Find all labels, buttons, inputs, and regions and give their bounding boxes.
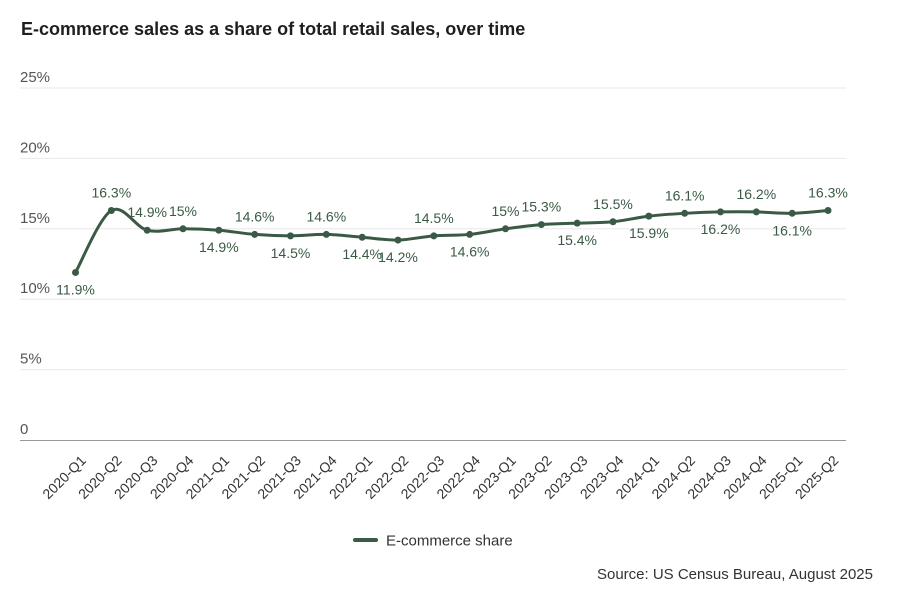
data-label: 14.9% [199, 239, 239, 255]
data-point [609, 218, 617, 226]
y-tick-label: 5% [20, 351, 42, 368]
data-point [681, 209, 689, 217]
data-label: 14.6% [450, 243, 490, 259]
data-point [645, 212, 653, 220]
data-point [72, 268, 79, 276]
data-label: 16.3% [91, 184, 131, 200]
data-point [573, 219, 581, 227]
data-label: 15.4% [557, 232, 597, 248]
data-label: 16.1% [772, 222, 812, 238]
data-point [466, 230, 474, 238]
data-point [824, 206, 832, 214]
data-point [179, 225, 187, 233]
data-label: 16.2% [701, 221, 741, 237]
data-label: 16.1% [665, 187, 705, 203]
data-label: 15% [491, 203, 519, 219]
data-label: 14.9% [127, 204, 167, 220]
data-point [717, 208, 724, 216]
y-tick-label: 15% [20, 210, 50, 227]
x-axis: 2020-Q12020-Q22020-Q32020-Q42021-Q12021-… [20, 440, 846, 502]
data-label: 15.5% [593, 196, 633, 212]
data-point [322, 230, 330, 238]
y-tick-label: 10% [20, 280, 50, 297]
chart-title: E-commerce sales as a share of total ret… [21, 19, 526, 39]
y-tick-label: 0 [20, 421, 28, 438]
data-point [537, 221, 545, 229]
data-label: 15% [169, 203, 197, 219]
data-point [394, 236, 402, 244]
data-point [287, 232, 294, 240]
data-label: 15.3% [521, 199, 561, 215]
data-label: 14.2% [378, 249, 418, 265]
data-label: 14.5% [414, 210, 454, 226]
legend: E-commerce share [353, 533, 513, 550]
source-note: Source: US Census Bureau, August 2025 [596, 566, 873, 583]
data-label: 14.6% [235, 208, 275, 224]
y-axis: 0 5% 10% 15% 20% 25% [20, 69, 50, 438]
data-label: 11.9% [56, 281, 95, 297]
data-label: 14.5% [271, 245, 311, 261]
data-label: 14.6% [306, 208, 346, 224]
data-point [107, 206, 115, 214]
data-label: 15.9% [629, 225, 669, 241]
y-tick-label: 20% [20, 139, 50, 156]
data-point [788, 209, 796, 217]
data-point [752, 208, 760, 216]
data-label: 14.4% [342, 246, 382, 262]
data-point [430, 232, 438, 240]
data-label: 16.2% [736, 186, 776, 202]
gridlines [20, 87, 846, 371]
data-point [215, 226, 223, 234]
y-tick-label: 25% [20, 69, 50, 86]
series-line [74, 207, 830, 274]
legend-label[interactable]: E-commerce share [386, 533, 513, 550]
series-group: 11.9%16.3%14.9% 15%14.9%14.6%14.5%14.6%14… [56, 184, 848, 297]
data-point [143, 226, 151, 234]
data-label: 16.3% [808, 184, 848, 200]
data-point [502, 225, 509, 233]
data-point [358, 233, 366, 241]
data-point [251, 230, 259, 238]
